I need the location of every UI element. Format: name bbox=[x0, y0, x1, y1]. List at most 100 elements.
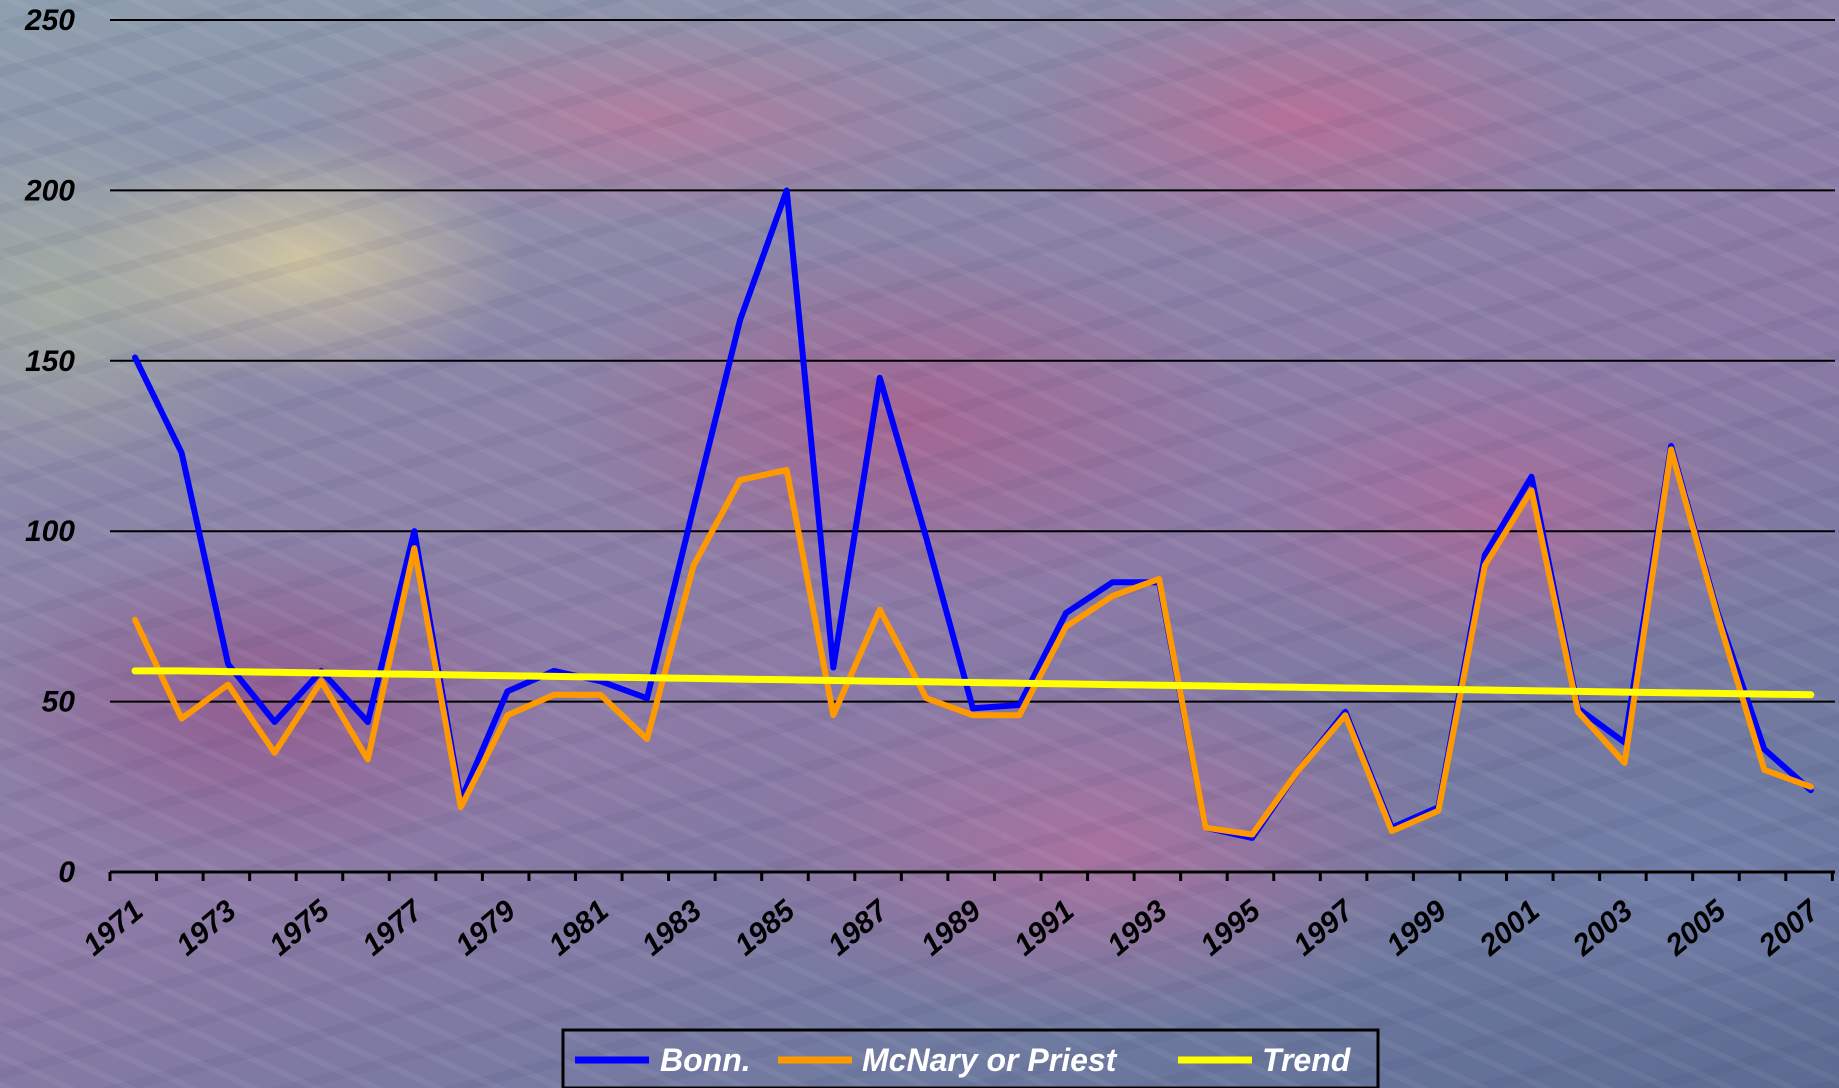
x-tick-label: 1981 bbox=[543, 894, 615, 962]
data-point bbox=[1110, 579, 1116, 585]
y-tick-label: 100 bbox=[25, 515, 75, 548]
data-point bbox=[132, 668, 138, 674]
data-point bbox=[1482, 552, 1488, 558]
data-point bbox=[225, 669, 231, 675]
data-point bbox=[1296, 767, 1302, 773]
data-point bbox=[970, 705, 976, 711]
data-point bbox=[644, 695, 650, 701]
data-point bbox=[1016, 702, 1022, 708]
data-point bbox=[1435, 686, 1441, 692]
data-point bbox=[644, 675, 650, 681]
x-tick-label: 1971 bbox=[77, 894, 149, 962]
data-point bbox=[1668, 446, 1674, 452]
data-point bbox=[1063, 624, 1069, 630]
data-point bbox=[923, 679, 929, 685]
x-tick-label: 1979 bbox=[450, 894, 523, 962]
data-point bbox=[1715, 690, 1721, 696]
data-point bbox=[598, 692, 603, 698]
data-point bbox=[272, 669, 278, 675]
data-point bbox=[365, 757, 371, 763]
x-tick-label: 1997 bbox=[1287, 893, 1360, 962]
data-point bbox=[458, 804, 464, 810]
x-tick-label: 2001 bbox=[1473, 894, 1546, 963]
series-line bbox=[132, 187, 1814, 841]
data-point bbox=[1389, 686, 1395, 692]
y-tick-label: 250 bbox=[24, 4, 75, 37]
data-point bbox=[1715, 613, 1721, 619]
x-tick-label: 1983 bbox=[636, 894, 709, 962]
data-point bbox=[1482, 562, 1488, 568]
data-point bbox=[551, 673, 557, 679]
data-point bbox=[1529, 487, 1534, 493]
series-trend bbox=[131, 667, 1815, 699]
x-tick-label: 1987 bbox=[822, 893, 895, 962]
x-tick-label: 1973 bbox=[170, 894, 243, 962]
x-tick-label: 1985 bbox=[729, 893, 802, 962]
data-point bbox=[1808, 784, 1814, 790]
data-point bbox=[1156, 576, 1162, 582]
data-point bbox=[458, 672, 464, 678]
data-point bbox=[830, 665, 836, 671]
data-point bbox=[1110, 682, 1116, 688]
x-tick-label: 1993 bbox=[1101, 894, 1174, 962]
data-point bbox=[551, 668, 557, 674]
data-point bbox=[132, 354, 138, 360]
data-point bbox=[1389, 828, 1395, 834]
data-point bbox=[1296, 684, 1302, 690]
data-point bbox=[132, 617, 138, 623]
data-point bbox=[691, 562, 697, 568]
x-tick-label: 2007 bbox=[1752, 893, 1826, 963]
data-point bbox=[830, 677, 836, 683]
data-point bbox=[598, 674, 603, 680]
data-point bbox=[365, 719, 371, 725]
data-point bbox=[365, 671, 371, 677]
data-point bbox=[1063, 681, 1069, 687]
data-point bbox=[1063, 610, 1069, 616]
data-point bbox=[737, 477, 743, 483]
data-point bbox=[1575, 688, 1581, 694]
data-point bbox=[318, 670, 324, 676]
data-point bbox=[1622, 760, 1628, 766]
x-tick-label: 2005 bbox=[1659, 893, 1733, 963]
y-tick-label: 50 bbox=[42, 686, 76, 719]
data-point bbox=[1808, 692, 1814, 698]
data-point bbox=[1482, 687, 1488, 693]
x-tick-label: 1991 bbox=[1008, 894, 1080, 962]
data-point bbox=[1249, 832, 1255, 838]
data-point bbox=[737, 676, 743, 682]
data-point bbox=[923, 535, 929, 541]
data-point bbox=[1529, 688, 1534, 694]
data-point bbox=[1668, 690, 1674, 696]
data-point bbox=[784, 467, 790, 473]
x-tick-label: 1999 bbox=[1381, 894, 1454, 962]
data-point bbox=[551, 692, 557, 698]
data-point bbox=[877, 678, 883, 684]
data-point bbox=[179, 716, 185, 722]
data-point bbox=[1575, 709, 1581, 715]
data-point bbox=[1203, 683, 1209, 689]
data-point bbox=[1016, 712, 1022, 718]
data-point bbox=[691, 675, 697, 681]
series-bonn- bbox=[132, 187, 1814, 841]
data-point bbox=[272, 750, 278, 756]
series-mcnary-or-priest bbox=[132, 446, 1814, 838]
data-point bbox=[179, 668, 185, 674]
legend-label: McNary or Priest bbox=[862, 1042, 1118, 1078]
data-point bbox=[691, 504, 697, 510]
data-point bbox=[411, 528, 417, 534]
data-point bbox=[1203, 825, 1209, 831]
legend: Bonn. McNary or Priest Trend bbox=[561, 1028, 1380, 1088]
data-point bbox=[1761, 746, 1767, 752]
data-point bbox=[179, 450, 185, 456]
data-point bbox=[1342, 685, 1348, 691]
data-point bbox=[644, 736, 650, 742]
x-tick-label: 1977 bbox=[356, 893, 429, 962]
data-point bbox=[504, 673, 510, 679]
data-point bbox=[1435, 808, 1441, 814]
data-point bbox=[1249, 684, 1255, 690]
gridlines bbox=[110, 19, 1835, 703]
data-point bbox=[830, 712, 836, 718]
data-point bbox=[1529, 474, 1534, 480]
data-point bbox=[737, 317, 743, 323]
